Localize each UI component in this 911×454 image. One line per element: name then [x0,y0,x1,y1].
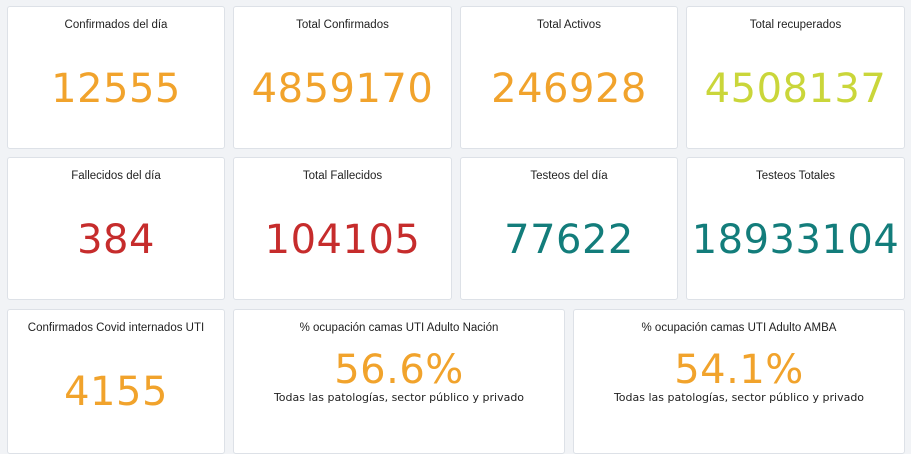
card-total-recuperados: Total recuperados 4508137 [686,6,905,149]
card-title: Total Fallecidos [302,170,383,182]
card-testeos-totales: Testeos Totales 18933104 [686,157,905,300]
card-value: 4859170 [251,66,434,112]
card-value: 12555 [51,66,181,112]
card-value: 384 [77,217,155,263]
card-confirmados-internados-uti: Confirmados Covid internados UTI 4155 [7,309,225,454]
card-value: 18933104 [691,217,900,263]
card-title: Total Confirmados [296,19,389,31]
card-value: 104105 [264,217,421,263]
card-title: Confirmados del día [64,19,168,31]
card-title: % ocupación camas UTI Adulto Nación [299,322,499,334]
card-ocupacion-uti-amba: % ocupación camas UTI Adulto AMBA 54.1% … [573,309,905,454]
card-value: 4508137 [704,66,887,112]
card-ocupacion-uti-nacion: % ocupación camas UTI Adulto Nación 56.6… [233,309,565,454]
card-title: Fallecidos del día [71,170,161,182]
card-title: % ocupación camas UTI Adulto AMBA [641,322,837,334]
card-title: Testeos Totales [755,170,836,182]
card-value: 56.6% [334,347,464,393]
card-title: Total recuperados [749,19,842,31]
card-value: 246928 [491,66,647,112]
card-fallecidos-del-dia: Fallecidos del día 384 [7,157,225,300]
card-value: 4155 [64,369,168,415]
card-testeos-del-dia: Testeos del día 77622 [460,157,678,300]
card-value: 77622 [504,217,634,263]
card-total-fallecidos: Total Fallecidos 104105 [233,157,452,300]
card-title: Total Activos [537,19,601,31]
card-subtitle: Todas las patologías, sector público y p… [273,391,525,404]
card-confirmados-del-dia: Confirmados del día 12555 [7,6,225,149]
card-total-activos: Total Activos 246928 [460,6,678,149]
card-total-confirmados: Total Confirmados 4859170 [233,6,452,149]
card-title: Confirmados Covid internados UTI [27,322,205,334]
card-title: Testeos del día [530,170,608,182]
card-subtitle: Todas las patologías, sector público y p… [613,391,865,404]
card-value: 54.1% [674,347,804,393]
